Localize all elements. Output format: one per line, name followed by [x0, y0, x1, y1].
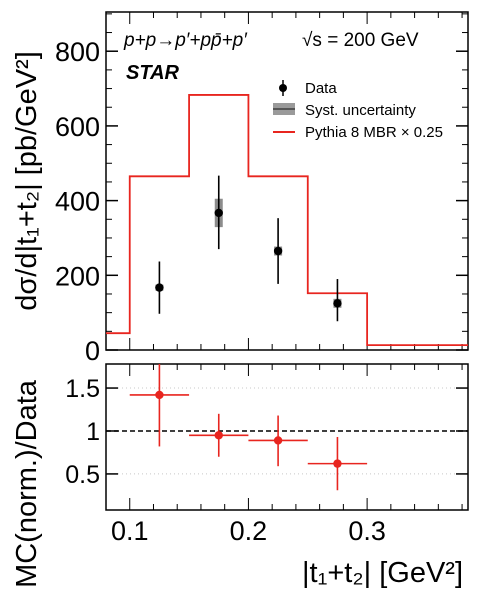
ratio-point: [333, 459, 342, 468]
lower-ticks: 0.5 1 1.5 0.1 0.2 0.3: [65, 364, 468, 546]
legend-marker-data: [279, 80, 287, 96]
mc-step-line: [106, 94, 468, 347]
y-tick-label: 200: [55, 261, 100, 291]
ratio-y-tick-label: 0.5: [65, 461, 100, 489]
x-tick-label: 0.2: [230, 516, 268, 546]
upper-ticks: 0 200 400 600 800: [55, 12, 468, 366]
legend-marker-syst: [273, 103, 295, 115]
ratio-y-tick-label: 1: [86, 418, 100, 446]
data-point: [155, 283, 164, 292]
x-tick-label: 0.3: [348, 516, 386, 546]
process-label: p+p→p′+pp̄+p′: [123, 30, 248, 51]
ratio-point: [155, 390, 164, 400]
upper-plot-frame: [105, 11, 469, 351]
ratio-point: [273, 436, 283, 445]
data-point: [214, 208, 223, 218]
y-tick-label: 800: [55, 37, 100, 67]
data-point: [333, 299, 342, 308]
upper-panel: 0 200 400 600 800 dσ/d|t₁+t₂| [pb/GeV²] p+p→…: [11, 11, 469, 366]
upper-y-axis-title: dσ/d|t₁+t₂| [pb/GeV²]: [11, 51, 43, 311]
legend-label-syst: Syst. uncertainty: [305, 102, 416, 119]
x-axis-title: |t₁+t₂| [GeV²]: [302, 557, 463, 589]
ratio-point: [214, 431, 223, 440]
y-tick-label: 600: [55, 112, 100, 142]
lower-grid: [106, 387, 468, 475]
data-points: [155, 175, 342, 322]
ratio-points: [129, 364, 368, 491]
energy-label: √s = 200 GeV: [302, 30, 419, 51]
lower-plot-frame: [105, 363, 469, 511]
legend: Data Syst. uncertainty Pythia 8 MBR × 0.…: [273, 80, 443, 141]
experiment-label: STAR: [126, 62, 180, 84]
legend-label-data: Data: [305, 80, 337, 97]
y-tick-label: 0: [85, 336, 100, 366]
data-point: [273, 246, 283, 256]
x-tick-label: 0.1: [111, 516, 149, 546]
y-tick-label: 400: [55, 187, 100, 217]
legend-label-mc: Pythia 8 MBR × 0.25: [305, 124, 443, 141]
lower-y-axis-title: MC(norm.)/Data: [11, 379, 43, 588]
lower-panel: 0.5 1 1.5 0.1 0.2 0.3 MC(norm.)/Data |t₁+t₂| …: [11, 363, 469, 589]
ratio-y-tick-label: 1.5: [65, 375, 100, 403]
mc-histogram: [106, 94, 468, 347]
